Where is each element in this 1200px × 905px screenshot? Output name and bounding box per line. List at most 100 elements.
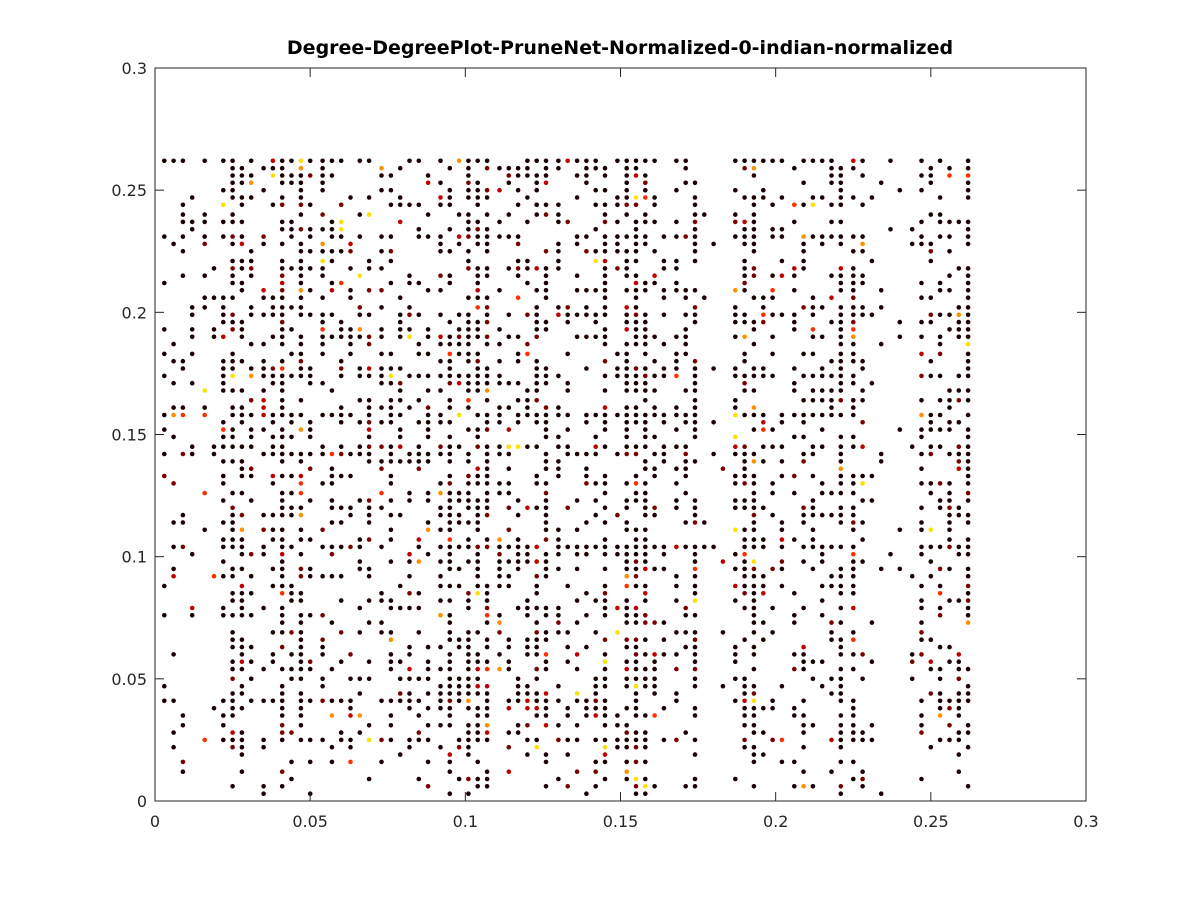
data-point [366, 598, 372, 603]
data-point [692, 591, 698, 596]
data-point [506, 698, 512, 704]
data-point [438, 490, 443, 496]
data-point [466, 644, 471, 650]
data-point [692, 312, 698, 318]
data-point [624, 598, 629, 603]
data-point [348, 737, 353, 743]
data-point [525, 544, 530, 550]
data-point [928, 258, 934, 264]
data-point [221, 520, 226, 525]
data-point [919, 398, 924, 403]
data-point [928, 544, 934, 550]
data-point [239, 219, 245, 225]
data-point [624, 620, 629, 625]
data-point [584, 613, 589, 618]
data-point [515, 187, 521, 193]
data-point [602, 583, 608, 589]
data-point [838, 744, 844, 750]
data-point [466, 187, 471, 193]
data-point [624, 180, 629, 186]
data-point [674, 187, 679, 193]
data-point [792, 380, 797, 386]
data-point [466, 173, 471, 178]
data-point [484, 295, 490, 301]
data-point [947, 644, 952, 650]
data-point [466, 258, 471, 264]
data-point [965, 234, 971, 239]
data-point [515, 498, 521, 503]
data-point [397, 202, 403, 208]
data-point [674, 258, 679, 264]
data-point [801, 249, 806, 254]
data-point [397, 605, 403, 611]
data-point [593, 698, 598, 704]
data-point [534, 388, 539, 393]
data-point [956, 705, 962, 711]
data-point [674, 444, 679, 450]
data-point [733, 583, 738, 589]
data-point [320, 737, 325, 743]
data-point [810, 659, 816, 664]
data-point [388, 666, 394, 672]
data-point [357, 312, 363, 318]
data-point [733, 319, 738, 325]
data-point [751, 266, 757, 271]
data-point [643, 444, 648, 450]
data-point [851, 730, 856, 735]
data-point [484, 427, 490, 432]
data-point [733, 212, 738, 217]
data-point [543, 759, 549, 765]
data-point [919, 234, 924, 239]
data-point [239, 769, 245, 774]
data-point [909, 573, 915, 579]
data-point [919, 373, 924, 379]
data-point [838, 620, 844, 625]
data-point [357, 305, 363, 310]
data-point [742, 473, 747, 479]
data-point [838, 683, 844, 689]
data-point [298, 334, 304, 340]
data-point [357, 366, 363, 371]
data-point [447, 598, 453, 603]
data-point [456, 566, 462, 572]
data-point [320, 158, 325, 164]
data-point [810, 498, 816, 503]
data-point [307, 613, 313, 618]
data-point [388, 380, 394, 386]
data-point [956, 551, 962, 557]
data-point [751, 559, 757, 564]
data-point [643, 434, 648, 440]
data-point [928, 358, 934, 364]
data-point [633, 566, 639, 572]
data-point [779, 473, 785, 479]
data-point [366, 366, 372, 371]
data-point [239, 405, 245, 410]
data-point [584, 551, 589, 557]
data-point [683, 312, 688, 318]
data-point [357, 420, 363, 425]
data-point [307, 759, 313, 765]
data-point [928, 573, 934, 579]
data-point [475, 713, 481, 718]
data-point [633, 388, 639, 393]
data-point [624, 527, 629, 533]
data-point [475, 759, 481, 765]
data-point [919, 334, 924, 340]
data-point [534, 158, 539, 164]
data-point [742, 698, 747, 704]
data-point [643, 713, 648, 718]
data-point [683, 158, 688, 164]
data-point [692, 202, 698, 208]
data-point [162, 583, 167, 589]
data-point [593, 158, 598, 164]
data-point [956, 266, 962, 271]
data-point [956, 327, 962, 332]
data-point [456, 744, 462, 750]
data-point [633, 249, 639, 254]
data-point [289, 327, 294, 332]
data-point [366, 776, 372, 782]
data-point [779, 227, 785, 232]
data-point [515, 165, 521, 171]
data-point [543, 366, 549, 371]
data-point [475, 305, 481, 310]
